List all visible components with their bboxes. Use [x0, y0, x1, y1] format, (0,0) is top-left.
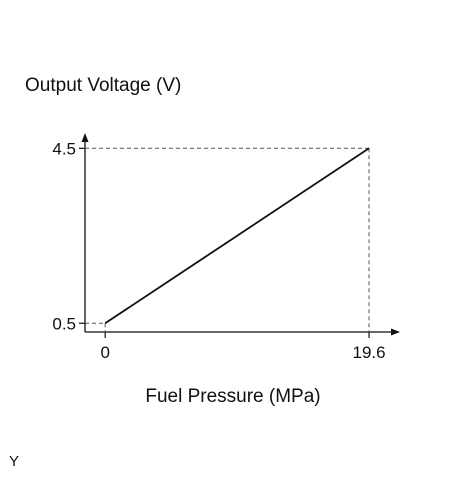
x-axis-title: Fuel Pressure (MPa): [145, 386, 320, 407]
series-line: [104, 147, 370, 325]
y-tick-label: 0.5: [52, 314, 76, 333]
corner-mark: Y: [9, 453, 19, 470]
x-tick-label: 19.6: [352, 343, 385, 362]
y-axis-arrowhead: [81, 133, 89, 142]
x-axis-arrowhead: [391, 328, 400, 336]
x-tick-label: 0: [100, 343, 109, 362]
y-tick-label: 4.5: [52, 139, 76, 158]
y-axis-title: Output Voltage (V): [25, 75, 181, 96]
